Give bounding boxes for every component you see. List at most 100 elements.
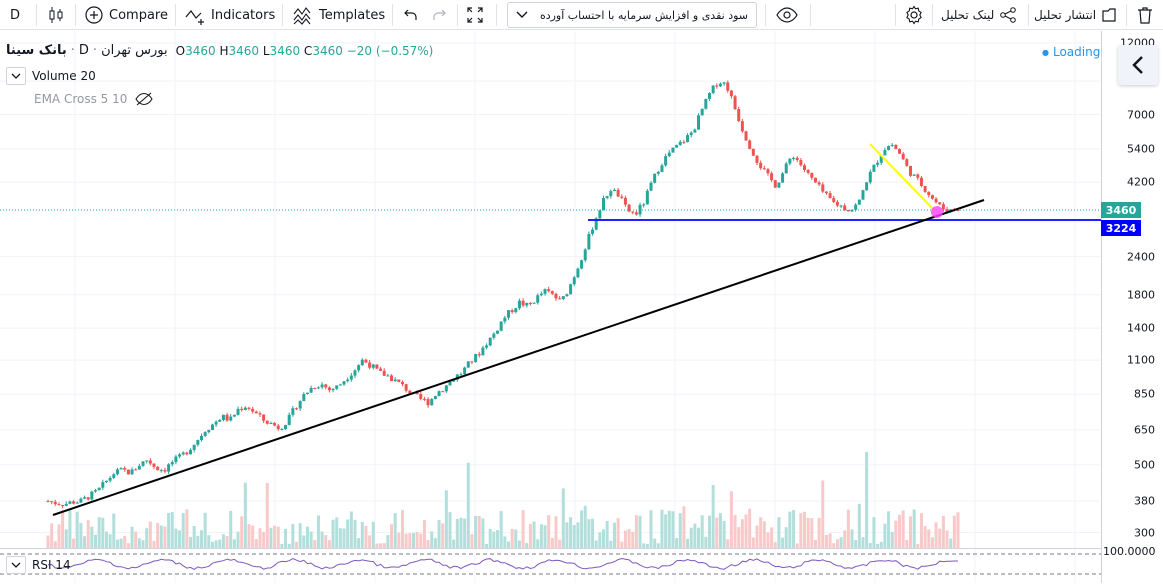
trendline[interactable] <box>52 199 985 516</box>
candle-body <box>945 209 949 212</box>
undo-button[interactable] <box>400 0 422 30</box>
plan-select[interactable]: سود نقدی و افزایش سرمایه با احتساب آورده <box>507 2 757 28</box>
candle-body <box>810 172 814 178</box>
volume-bar <box>477 515 481 548</box>
symbol-name[interactable]: بانک سینا <box>6 43 67 58</box>
candle-body <box>254 411 258 414</box>
candle-body <box>185 452 189 455</box>
volume-bar <box>313 540 317 548</box>
volume-bar <box>360 521 364 548</box>
settings-button[interactable] <box>903 0 925 30</box>
candle-body <box>569 284 573 295</box>
gear-icon <box>906 5 922 25</box>
volume-bar <box>810 518 814 548</box>
candle-body <box>192 444 196 450</box>
volume-bar <box>411 532 415 548</box>
volume-study-label[interactable]: Volume 20 <box>32 69 96 83</box>
volume-bar <box>408 533 412 548</box>
volume-bar <box>813 539 817 548</box>
candle-body <box>75 502 79 504</box>
candle-body <box>711 85 715 94</box>
candle-body <box>448 381 452 386</box>
candle-body <box>894 144 898 150</box>
interval-button[interactable]: D <box>10 0 32 30</box>
collapse-studies-button[interactable] <box>6 67 26 85</box>
indicators-button[interactable]: Indicators <box>184 0 275 30</box>
candlestick-series <box>46 80 960 509</box>
price-chart[interactable] <box>0 31 1101 583</box>
volume-bar <box>733 514 737 548</box>
candle-body <box>737 109 741 122</box>
redo-icon <box>433 9 446 20</box>
candle-body <box>207 430 211 433</box>
volume-bar <box>616 518 620 548</box>
candle-body <box>313 387 317 389</box>
side-panel-toggle[interactable] <box>1118 45 1158 85</box>
volume-bar <box>580 510 584 548</box>
chevron-left-icon <box>1132 56 1143 74</box>
volume-bar <box>631 531 635 548</box>
toolbar-divider <box>496 4 497 26</box>
candle-body <box>349 375 353 380</box>
volume-bar <box>857 503 861 548</box>
candle-body <box>707 93 711 99</box>
volume-bar <box>455 519 459 548</box>
candle-body <box>218 419 222 422</box>
candle-body <box>693 129 697 133</box>
candle-body <box>474 354 478 363</box>
volume-bar <box>327 540 331 548</box>
candle-body <box>163 470 167 472</box>
candle-body <box>594 218 598 230</box>
rsi-study-label[interactable]: RSI 14 <box>32 558 71 572</box>
volume-bar <box>371 521 375 548</box>
candle-body <box>382 370 386 376</box>
candle-body <box>704 98 708 109</box>
candle-body <box>477 354 481 356</box>
volume-bar <box>558 539 562 548</box>
candle-body <box>795 157 799 161</box>
fullscreen-button[interactable] <box>464 0 486 30</box>
candle-body <box>908 165 912 176</box>
toolbar-divider <box>895 4 896 26</box>
candle-body <box>262 414 266 421</box>
collapse-rsi-button[interactable] <box>6 556 26 574</box>
price-axis[interactable]: 1200090007000540042002400180014001100850… <box>1101 31 1163 583</box>
candle-body <box>364 359 368 363</box>
candle-body <box>331 388 335 391</box>
toolbar-divider <box>36 4 37 26</box>
volume-bar <box>459 517 463 548</box>
candle-body <box>510 310 514 313</box>
volume-bar <box>273 525 277 548</box>
volume-bar <box>561 488 565 548</box>
volume-bar <box>762 521 766 548</box>
candle-body <box>404 384 408 391</box>
volume-bar <box>448 512 452 548</box>
volume-bar <box>671 511 675 548</box>
volume-bar <box>930 537 934 548</box>
volume-bar <box>686 538 690 548</box>
visibility-button[interactable] <box>774 0 800 30</box>
share-link-button[interactable]: لینک تحلیل <box>941 0 1017 30</box>
wedge-line[interactable] <box>869 143 936 212</box>
candle-body <box>415 392 419 395</box>
candle-body <box>466 361 470 368</box>
volume-bar <box>368 535 372 548</box>
volume-bar <box>539 524 543 548</box>
delete-button[interactable] <box>1134 0 1156 30</box>
volume-bar <box>68 509 72 548</box>
candle-body <box>50 501 54 503</box>
templates-button[interactable]: Templates <box>292 0 385 30</box>
exchange-name: بورس تهران <box>101 43 168 58</box>
rsi-line <box>0 553 1101 575</box>
compare-button[interactable]: Compare <box>84 0 168 30</box>
volume-bar <box>50 523 54 548</box>
candle-body <box>83 497 87 499</box>
publish-button[interactable]: انتشار تحلیل <box>1034 0 1118 30</box>
chart-type-button[interactable] <box>44 0 68 30</box>
redo-button[interactable] <box>428 0 450 30</box>
templates-icon <box>293 7 311 25</box>
candle-body <box>813 177 817 183</box>
eye-hidden-icon[interactable] <box>135 92 154 106</box>
volume-bar <box>536 539 540 548</box>
ema-study-label[interactable]: EMA Cross 5 10 <box>34 92 128 106</box>
